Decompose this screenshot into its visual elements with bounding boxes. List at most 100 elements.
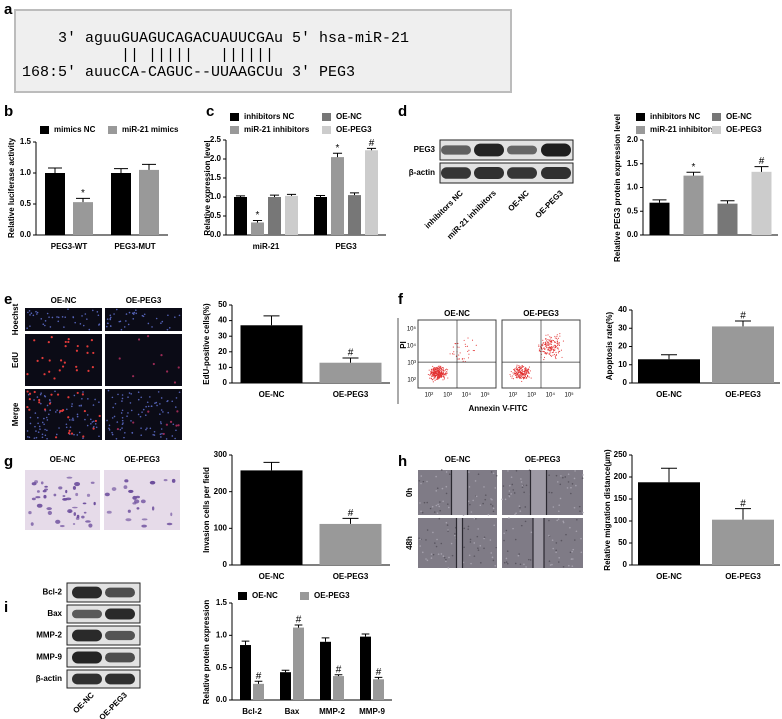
- nucleus-dot: [172, 423, 175, 426]
- flow-event: [458, 354, 460, 356]
- bar: [683, 175, 704, 235]
- nucleus-dot: [98, 324, 100, 326]
- flow-event: [440, 365, 442, 367]
- y-tick-label: 1.5: [216, 598, 228, 607]
- cell-texture: [426, 480, 428, 483]
- edu-dot: [67, 396, 70, 399]
- cell-texture: [419, 502, 421, 504]
- flow-event: [437, 377, 439, 379]
- invaded-cell: [149, 480, 156, 485]
- nucleus-dot: [135, 309, 137, 312]
- nucleus-dot: [76, 415, 79, 418]
- cell-texture: [493, 524, 496, 527]
- cell-texture: [505, 561, 508, 563]
- flow-event: [512, 378, 514, 380]
- flow-event: [434, 376, 436, 378]
- flow-event: [524, 377, 526, 379]
- bar: [111, 173, 131, 235]
- flow-event: [521, 369, 523, 371]
- blot-band: [72, 629, 102, 642]
- cell-texture: [490, 552, 493, 554]
- cell-texture: [510, 476, 513, 478]
- bar: [240, 325, 303, 383]
- cell-texture: [549, 564, 552, 566]
- nucleus-dot: [93, 425, 95, 428]
- flow-event: [437, 378, 439, 380]
- cell-texture: [519, 506, 521, 509]
- flow-event: [547, 339, 549, 341]
- nucleus-dot: [123, 326, 126, 328]
- nucleus-dot: [38, 425, 41, 428]
- flow-event: [430, 370, 432, 373]
- annotation: #: [336, 664, 342, 675]
- cell-texture: [567, 481, 570, 483]
- flow-y-label: PI: [399, 341, 408, 349]
- cell-texture: [442, 500, 444, 503]
- nucleus-dot: [153, 430, 156, 433]
- cell-texture: [445, 521, 448, 524]
- flow-event: [518, 365, 520, 367]
- y-axis-label: Relative PEG3 protein expression level: [613, 114, 622, 262]
- cell-texture: [558, 556, 560, 559]
- cell-texture: [548, 519, 550, 522]
- flow-event: [438, 374, 440, 376]
- cell-texture: [492, 510, 495, 513]
- error-bar: [321, 637, 330, 642]
- flow-event: [457, 342, 459, 345]
- flow-event: [523, 366, 525, 368]
- cell-texture: [548, 491, 551, 494]
- nucleus-dot: [54, 390, 56, 393]
- flow-event: [514, 374, 517, 376]
- error-bar: [269, 194, 280, 197]
- flow-y-tick-label: 10⁵: [407, 326, 417, 333]
- x-tick-label: Bcl-2: [242, 707, 262, 716]
- flow-event: [546, 342, 548, 344]
- edu-dot: [75, 365, 78, 368]
- flow-event: [518, 367, 520, 369]
- bar: [293, 627, 304, 700]
- y-tick-label: 0.5: [210, 211, 222, 220]
- annotation: #: [376, 667, 382, 678]
- flow-event: [520, 367, 522, 369]
- y-tick-label: 200: [614, 472, 628, 481]
- nucleus-dot: [137, 413, 140, 416]
- flow-event: [438, 375, 440, 377]
- nucleus-dot: [130, 420, 132, 422]
- flow-event: [459, 352, 461, 354]
- bar: [365, 150, 378, 235]
- nucleus-dot: [119, 320, 122, 323]
- cell-texture: [492, 559, 495, 562]
- cell-texture: [418, 479, 421, 482]
- cell-texture: [580, 537, 582, 540]
- nucleus-dot: [145, 405, 147, 408]
- annotation: *: [256, 210, 260, 221]
- flow-event: [443, 377, 445, 379]
- bar: [240, 470, 303, 565]
- y-tick-label: 150: [614, 494, 628, 503]
- nucleus-dot: [175, 429, 177, 432]
- cell-texture: [445, 485, 448, 488]
- cell-texture: [508, 490, 511, 492]
- flow-event: [441, 374, 443, 376]
- error-bar: [294, 624, 303, 628]
- nucleus-dot: [174, 406, 177, 408]
- flow-event: [549, 347, 551, 349]
- y-tick-label: 0.0: [216, 695, 228, 704]
- cell-texture: [450, 542, 453, 545]
- image-row-label: Merge: [11, 402, 20, 426]
- flow-event: [527, 371, 530, 373]
- blot-strip: [439, 139, 574, 161]
- nucleus-dot: [94, 398, 96, 401]
- edu-dot: [98, 414, 101, 418]
- cell-texture: [501, 498, 503, 501]
- invaded-cell: [28, 510, 32, 515]
- flow-event: [528, 368, 530, 371]
- cell-texture: [529, 559, 532, 561]
- cell-texture: [420, 510, 422, 513]
- nucleus-dot: [43, 417, 45, 420]
- cell-texture: [558, 504, 561, 507]
- cell-texture: [438, 517, 441, 520]
- cell-texture: [570, 492, 572, 495]
- flow-event: [548, 340, 550, 342]
- edu-dot: [36, 359, 39, 363]
